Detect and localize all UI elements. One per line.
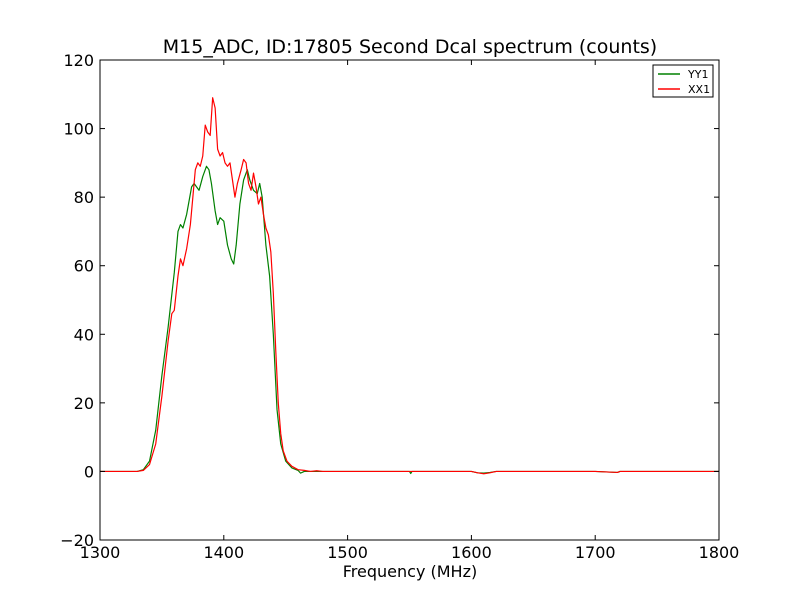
chart-title: M15_ADC, ID:17805 Second Dcal spectrum (… (163, 36, 657, 58)
legend-label-yy1: YY1 (687, 68, 708, 81)
plot-frame (99, 59, 720, 541)
y-tick-label: 0 (84, 462, 94, 481)
plot-layer: 1300 1400 1500 1600 1700 1800 −20 0 20 40 60 80 100 1… (60, 51, 739, 562)
x-tick-label: 1400 (203, 543, 244, 562)
y-tick-label: −20 (60, 531, 94, 550)
y-tick-label: 100 (63, 120, 94, 139)
y-tick-label: 20 (74, 394, 94, 413)
x-tick-label: 1800 (699, 543, 740, 562)
x-tick-label: 1500 (327, 543, 368, 562)
series-line-xx1 (100, 97, 719, 475)
legend-box (652, 64, 714, 98)
y-tick-label: 40 (74, 325, 94, 344)
y-tick-label: 80 (74, 188, 94, 207)
x-tick-label: 1300 (80, 543, 121, 562)
y-tick-label: 60 (74, 257, 94, 276)
x-tick-label: 1600 (451, 543, 492, 562)
series-line-yy1 (100, 165, 719, 475)
legend: YY1 XX1 (652, 64, 714, 98)
y-tick-label: 120 (63, 51, 94, 70)
x-tick-label: 1700 (575, 543, 616, 562)
legend-label-xx1: XX1 (688, 83, 710, 96)
x-axis-title: Frequency (MHz) (343, 562, 477, 581)
